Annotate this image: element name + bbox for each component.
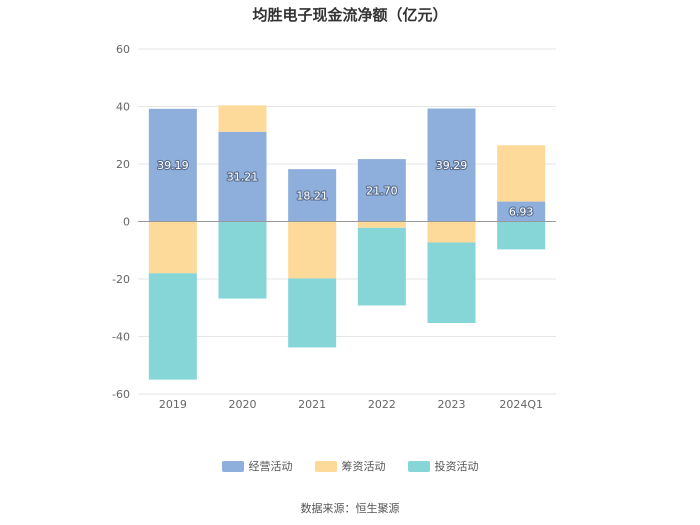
legend-item-financing[interactable]: 筹资活动 — [314, 458, 386, 474]
data-label: 21.70 — [366, 184, 398, 197]
y-tick-label: -60 — [112, 388, 130, 401]
data-label: 39.29 — [436, 159, 468, 172]
x-tick-label: 2024Q1 — [499, 398, 543, 411]
legend-label-financing: 筹资活动 — [341, 460, 386, 473]
legend-label-investing: 投资活动 — [434, 460, 479, 473]
legend-swatch-financing — [314, 460, 337, 472]
x-tick-label: 2021 — [298, 398, 326, 411]
bar-financing-2023 — [427, 221, 476, 243]
data-label: 39.19 — [157, 159, 189, 172]
data-label: 18.21 — [296, 189, 328, 202]
bar-operating-2019 — [148, 108, 197, 222]
x-tick-label: 2019 — [159, 398, 187, 411]
legend-swatch-operating — [221, 460, 244, 472]
x-tick-label: 2023 — [438, 398, 466, 411]
bar-financing-2022 — [357, 221, 406, 228]
bar-investing-2021 — [288, 278, 337, 348]
legend-label-operating: 经营活动 — [248, 460, 293, 473]
y-tick-label: 20 — [116, 158, 130, 171]
bar-operating-2021 — [288, 169, 337, 222]
bar-financing-2021 — [288, 221, 337, 279]
data-label: 6.93 — [509, 206, 534, 219]
x-tick-label: 2020 — [229, 398, 257, 411]
bar-investing-2019 — [148, 273, 197, 380]
bar-operating-2024Q1 — [497, 201, 546, 222]
bar-operating-2023 — [427, 108, 476, 222]
legend-item-operating[interactable]: 经营活动 — [221, 458, 293, 474]
legend-swatch-investing — [407, 460, 430, 472]
legend-item-investing[interactable]: 投资活动 — [407, 458, 479, 474]
bar-investing-2024Q1 — [497, 221, 546, 250]
data-source: 数据来源：恒生聚源 — [300, 502, 400, 515]
bar-financing-2024Q1 — [497, 145, 546, 202]
bar-investing-2020 — [218, 221, 267, 299]
chart-title: 均胜电子现金流净额（亿元） — [252, 6, 448, 24]
y-tick-label: 40 — [116, 101, 130, 114]
x-tick-label: 2022 — [368, 398, 396, 411]
y-tick-label: 60 — [116, 43, 130, 56]
bar-financing-2020 — [218, 105, 267, 132]
y-tick-label: 0 — [123, 216, 130, 229]
legend: 经营活动 筹资活动 投资活动 — [0, 458, 700, 474]
y-tick-label: -40 — [112, 331, 130, 344]
bar-financing-2019 — [148, 221, 197, 274]
bar-investing-2022 — [357, 227, 406, 306]
bar-operating-2020 — [218, 131, 267, 222]
chart-canvas: -60 -40 -20 0 20 40 60 39.19 2019 31.21 2020 18.21 2… — [112, 43, 556, 411]
bar-operating-2022 — [357, 159, 406, 222]
bar-investing-2023 — [427, 242, 476, 323]
data-label: 31.21 — [227, 171, 259, 184]
y-tick-label: -20 — [112, 273, 130, 286]
